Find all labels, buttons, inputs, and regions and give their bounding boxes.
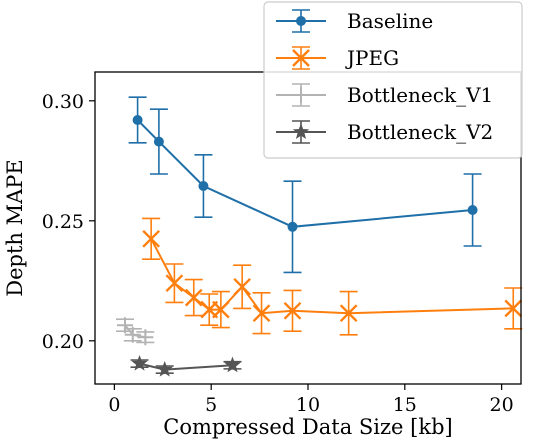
x-axis-title: Compressed Data Size [kb] [163, 415, 452, 439]
data-point-bottleneck-v2 [224, 356, 241, 373]
legend-item-bottleneck-v2: Bottleneck_V2 [276, 120, 493, 144]
series-line-jpeg [150, 238, 514, 315]
data-point-jpeg [165, 274, 184, 293]
data-point-jpeg [252, 304, 271, 323]
legend: Baseline JPEG Bottleneck_V1 Bottleneck_V2 [263, 1, 523, 159]
data-point-jpeg [142, 229, 161, 248]
axes: 0 5 10 15 20 0.20 0.25 0.30 [42, 91, 514, 416]
x-tick-label: 0 [108, 394, 120, 416]
data-point-jpeg [233, 277, 252, 296]
data-point-bottleneck-v2 [131, 354, 148, 371]
data-point-baseline [132, 115, 143, 125]
x-tick-label: 20 [490, 394, 514, 416]
data-point-jpeg [184, 288, 203, 307]
series-bottleneck-v2 [130, 354, 242, 377]
legend-item-baseline: Baseline [276, 9, 433, 33]
y-tick-label: 0.30 [42, 91, 84, 113]
y-tick-label: 0.20 [42, 331, 84, 353]
x-tick-label: 15 [393, 394, 417, 416]
series-line-bottleneck-v2 [139, 362, 233, 371]
legend-marker [293, 87, 309, 103]
data-point-jpeg [212, 300, 230, 319]
data-point-jpeg [504, 299, 523, 318]
data-point-jpeg [339, 304, 358, 323]
legend-label-jpeg: JPEG [345, 46, 399, 70]
legend-item-bottleneck-v1: Bottleneck_V1 [276, 83, 493, 107]
series-baseline [128, 96, 482, 274]
legend-item-jpeg: JPEG [276, 46, 399, 70]
legend-label-bottleneck-v2: Bottleneck_V2 [347, 120, 493, 144]
data-point-baseline [287, 221, 298, 232]
data-point-baseline [198, 181, 209, 191]
legend-box [263, 1, 523, 159]
data-point-baseline [153, 136, 164, 147]
x-tick-label: 10 [296, 394, 320, 416]
legend-marker [292, 49, 310, 67]
data-point-bottleneck-v1 [117, 317, 134, 334]
plot-area [116, 96, 523, 377]
series-jpeg [142, 217, 523, 336]
legend-label-bottleneck-v1: Bottleneck_V1 [347, 83, 493, 107]
data-point-bottleneck-v1 [137, 329, 154, 346]
data-point-jpeg [283, 301, 302, 320]
series-bottleneck-v1 [116, 317, 155, 346]
x-tick-label: 5 [205, 394, 217, 416]
data-point-bottleneck-v2 [156, 360, 173, 377]
legend-marker [296, 16, 306, 26]
data-point-bottleneck-v1 [124, 326, 141, 343]
y-tick-label: 0.25 [42, 211, 84, 233]
data-point-baseline [467, 205, 478, 215]
legend-marker [292, 123, 310, 139]
legend-label-baseline: Baseline [347, 9, 433, 33]
y-axis-title: Depth MAPE [3, 159, 27, 296]
